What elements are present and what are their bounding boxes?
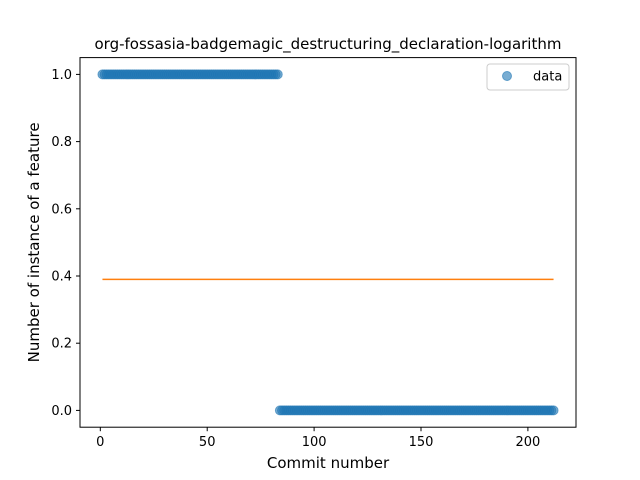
x-axis-ticks: 0 50 100 150 200 — [96, 427, 540, 450]
x-tick-label: 50 — [199, 435, 216, 450]
chart-title: org-fossasia-badgemagic_destructuring_de… — [95, 35, 562, 54]
x-tick-label: 100 — [302, 435, 327, 450]
y-axis-label: Number of instance of a feature — [25, 122, 43, 362]
data-point — [548, 405, 559, 416]
y-tick-label: 0.6 — [51, 202, 72, 217]
axes-frame — [79, 57, 577, 428]
y-tick-label: 0.4 — [51, 270, 72, 285]
y-tick-label: 1.0 — [51, 68, 72, 83]
x-axis-label: Commit number — [267, 454, 390, 472]
x-tick-label: 150 — [409, 435, 434, 450]
x-tick-label: 0 — [96, 435, 104, 450]
legend: data — [486, 63, 570, 91]
y-axis-ticks: 0.0 0.2 0.4 0.6 0.8 1.0 — [51, 68, 80, 419]
legend-box — [486, 63, 570, 91]
legend-label-data: data — [533, 70, 562, 85]
legend-marker-data — [502, 71, 512, 81]
plot-area — [97, 69, 559, 416]
y-tick-label: 0.0 — [51, 404, 72, 419]
x-tick-label: 200 — [515, 435, 540, 450]
y-tick-label: 0.2 — [51, 337, 72, 352]
data-point — [272, 69, 283, 80]
y-tick-label: 0.8 — [51, 135, 72, 150]
